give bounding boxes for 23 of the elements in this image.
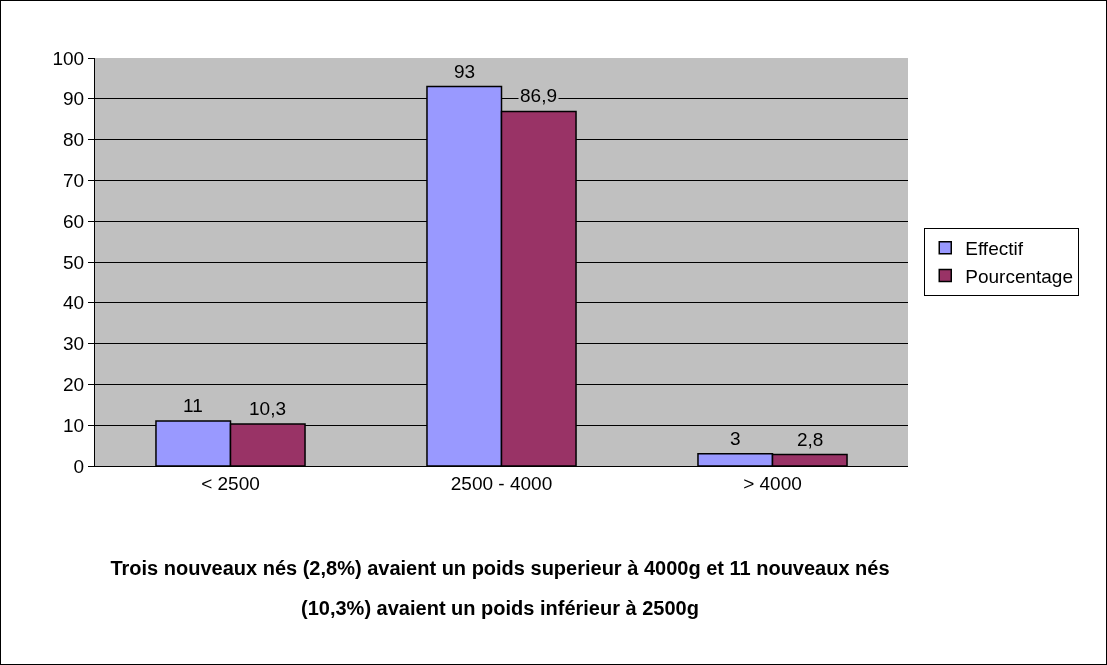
y-tick-label: 70 bbox=[63, 170, 85, 192]
y-tick-label: 10 bbox=[63, 414, 85, 436]
legend-label: Effectif bbox=[965, 238, 1024, 260]
data-label: 93 bbox=[454, 61, 476, 82]
x-tick-label: < 2500 bbox=[201, 472, 260, 494]
data-label: 2,8 bbox=[797, 429, 824, 450]
data-label: 3 bbox=[730, 428, 741, 449]
y-tick-label: 30 bbox=[63, 333, 85, 355]
y-tick-label: 0 bbox=[73, 455, 85, 477]
data-label: 10,3 bbox=[249, 398, 286, 419]
data-label: 11 bbox=[183, 395, 203, 416]
y-tick-label: 90 bbox=[63, 88, 85, 110]
x-tick-label: 2500 - 4000 bbox=[450, 472, 553, 494]
y-tick-label: 60 bbox=[63, 210, 85, 232]
y-tick-label: 100 bbox=[52, 47, 85, 69]
y-tick-label: 20 bbox=[63, 374, 85, 396]
y-tick-label: 40 bbox=[63, 292, 85, 314]
legend-label: Pourcentage bbox=[965, 265, 1074, 287]
y-tick-label: 80 bbox=[63, 129, 85, 151]
y-tick-label: 50 bbox=[63, 251, 85, 273]
text: Trois nouveaux nés (2,8%) avaient un poids superieur à 4000g et 11 nouveaux nés (10,3%) avaient un poids inférieur à 2500g bbox=[109, 556, 891, 621]
x-tick-label: > 4000 bbox=[743, 472, 802, 494]
data-label: 86,9 bbox=[520, 85, 557, 106]
